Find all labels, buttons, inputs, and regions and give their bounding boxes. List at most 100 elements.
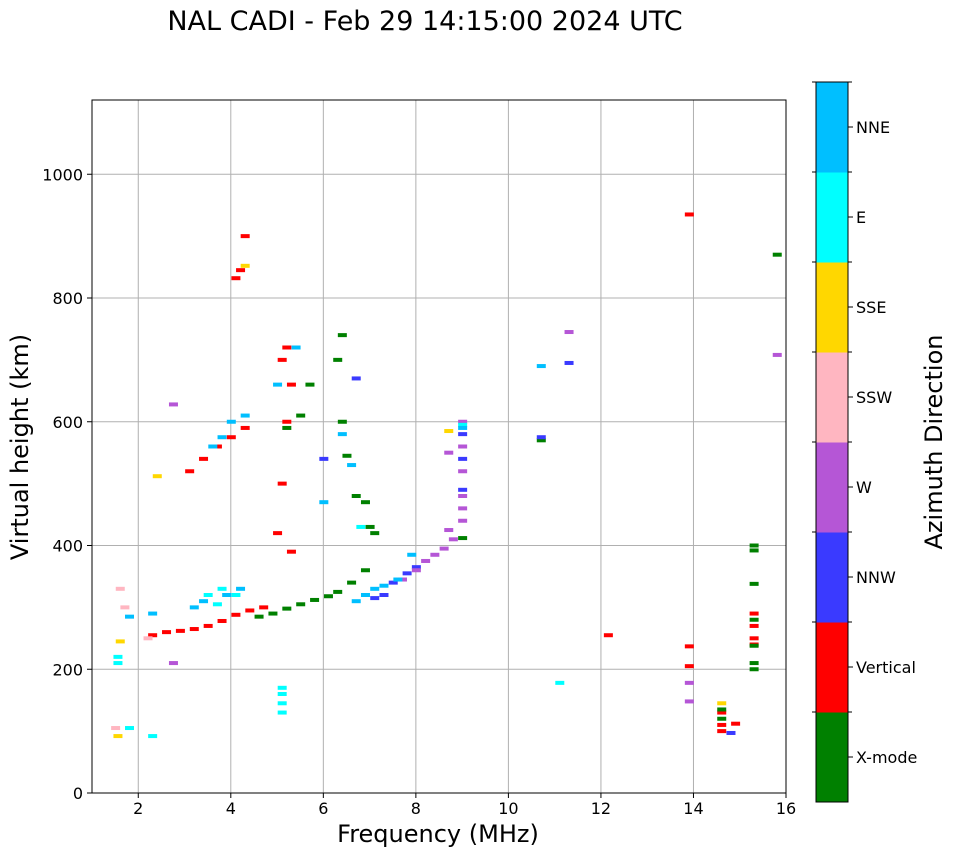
data-point-e (212, 602, 222, 607)
data-point-nne (337, 432, 347, 437)
colorbar-swatch-nnw (816, 532, 848, 623)
chart-title: NAL CADI - Feb 29 14:15:00 2024 UTC (167, 6, 683, 37)
data-point-w (458, 419, 468, 424)
data-point-xmode (282, 606, 292, 611)
data-point-nne (370, 586, 380, 591)
data-point-w (448, 537, 458, 542)
data-point-nnw (388, 580, 398, 585)
data-point-e (277, 692, 287, 696)
data-point-xmode (365, 524, 375, 529)
colorbar-swatch-e (816, 172, 848, 263)
data-point-nnw (370, 596, 380, 601)
data-point-nnw (536, 435, 546, 440)
data-point-xmode (347, 580, 357, 585)
data-point-e (148, 734, 158, 739)
data-point-e (458, 422, 468, 427)
colorbar-tick-label: E (856, 208, 866, 227)
x-tick-label: 6 (318, 799, 328, 818)
data-point-sse (240, 263, 250, 268)
data-point-vertical (286, 382, 296, 387)
data-point-vertical (240, 234, 250, 239)
data-point-xmode (254, 614, 264, 619)
data-point-vertical (212, 444, 222, 449)
data-point-vertical (148, 633, 158, 638)
data-point-vertical (749, 636, 759, 641)
data-point-vertical (717, 710, 727, 715)
data-point-nne (360, 593, 370, 597)
data-point-w (772, 352, 782, 357)
data-point-nne (319, 500, 329, 505)
colorbar-swatch-nne (816, 82, 848, 173)
colorbar-swatch-w (816, 442, 848, 533)
data-point-xmode (296, 602, 306, 607)
data-point-w (168, 402, 178, 407)
data-point-nne (222, 593, 232, 597)
colorbar-tick-label: NNE (856, 118, 890, 137)
data-point-nne (189, 605, 199, 610)
data-point-xmode (337, 419, 347, 424)
data-point-w (421, 558, 431, 563)
data-point-xmode (337, 333, 347, 338)
data-point-sse (152, 474, 162, 479)
y-tick-label: 1000 (42, 165, 83, 184)
data-point-nnw (458, 432, 468, 437)
data-point-w (458, 518, 468, 523)
data-point-vertical (717, 722, 727, 727)
data-point-xmode (360, 500, 370, 505)
data-point-nnw (411, 565, 421, 570)
data-point-w (458, 506, 468, 511)
data-point-nnw (458, 456, 468, 461)
data-point-xmode (772, 252, 782, 257)
x-tick-label: 4 (226, 799, 236, 818)
colorbar: X-mode Vertical NNW W SSW SSE E NNE (812, 81, 917, 803)
data-point-nnw (402, 571, 412, 576)
data-point-vertical (277, 481, 287, 486)
colorbar-label: Azimuth Direction (920, 335, 948, 550)
colorbar-tick-label: W (856, 478, 872, 497)
y-tick-label: 200 (52, 660, 83, 679)
data-point-ssw (143, 636, 153, 641)
y-tick-label: 800 (52, 289, 83, 308)
x-axis-label: Frequency (MHz) (337, 820, 539, 848)
data-point-e (113, 661, 123, 666)
data-point-w (458, 469, 468, 474)
data-point-e (555, 680, 565, 685)
data-point-vertical (277, 357, 287, 362)
colorbar-frame (815, 81, 849, 803)
data-point-nne (240, 413, 250, 418)
x-tick-label: 14 (683, 799, 703, 818)
data-point-vertical (282, 345, 292, 350)
data-point-vertical (240, 425, 250, 430)
data-point-nne (393, 577, 403, 582)
data-point-w (458, 444, 468, 449)
data-point-w (684, 699, 694, 704)
data-point-xmode (458, 536, 468, 541)
data-point-w (430, 552, 440, 557)
data-point-e (217, 586, 227, 591)
data-point-vertical (236, 268, 246, 273)
data-point-xmode (333, 357, 343, 362)
data-point-xmode (370, 531, 380, 536)
data-point-xmode (717, 707, 727, 712)
data-point-w (458, 494, 468, 498)
colorbar-tick-label: X-mode (856, 748, 917, 767)
data-point-sse (444, 429, 454, 434)
x-tick-label: 2 (133, 799, 143, 818)
data-point-xmode (749, 543, 759, 548)
data-point-xmode (717, 716, 727, 721)
axes-frame (91, 99, 787, 794)
data-point-xmode (296, 413, 306, 418)
data-point-vertical (603, 633, 613, 638)
data-point-nne (125, 614, 135, 619)
data-point-nnw (458, 487, 468, 492)
data-point-nne (273, 382, 283, 387)
x-tick-label: 12 (591, 799, 611, 818)
data-point-w (564, 330, 574, 335)
data-point-nne (199, 599, 209, 604)
data-point-nne (291, 345, 301, 350)
data-point-vertical (286, 549, 296, 554)
data-point-nnw (564, 360, 574, 365)
colorbar-swatch-sse (816, 262, 848, 353)
y-tick-label: 400 (52, 537, 83, 556)
